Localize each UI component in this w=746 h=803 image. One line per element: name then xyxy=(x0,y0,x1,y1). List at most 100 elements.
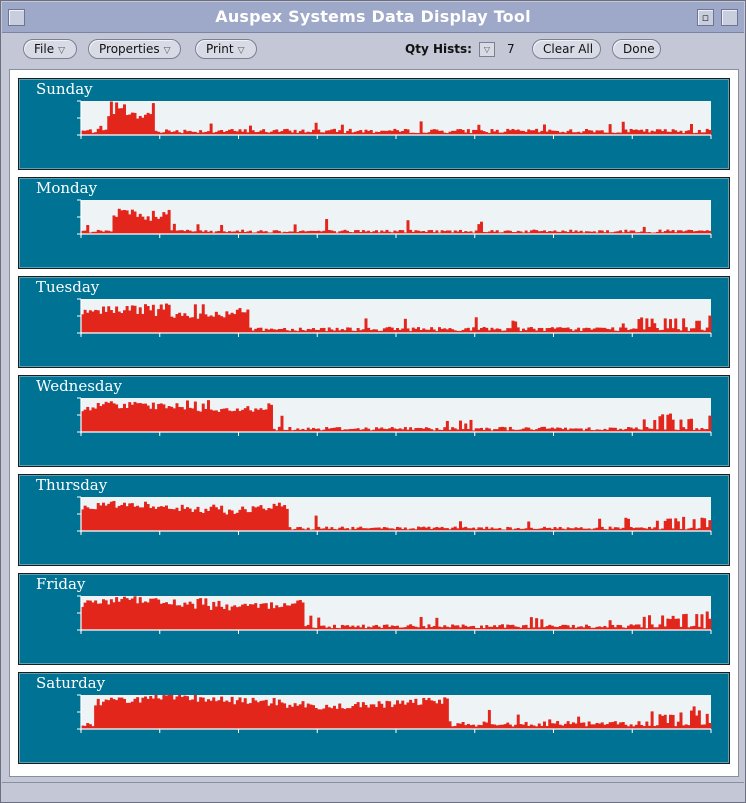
histogram-bar xyxy=(141,216,145,234)
histogram-bar xyxy=(270,703,273,729)
histogram-bar xyxy=(621,627,625,630)
histogram-bar xyxy=(272,428,276,432)
done-button[interactable]: Done xyxy=(612,39,661,59)
histogram-bar xyxy=(157,698,161,729)
histogram-panel-tuesday[interactable]: Tuesday xyxy=(18,276,730,368)
properties-menu-button[interactable]: Properties ▽ xyxy=(88,39,181,59)
histogram-bar xyxy=(577,327,581,333)
histogram-bar xyxy=(138,507,142,531)
histogram-bar xyxy=(207,510,210,531)
histogram-bar xyxy=(587,130,591,135)
histogram-bar xyxy=(629,527,633,531)
histogram-bar xyxy=(661,528,665,531)
clear-all-button[interactable]: Clear All xyxy=(532,39,601,59)
histogram-bar xyxy=(214,701,218,729)
histogram-bar xyxy=(241,702,245,729)
print-menu-button[interactable]: Print ▽ xyxy=(195,39,257,59)
histogram-bar xyxy=(312,129,315,135)
histogram-bar xyxy=(585,129,588,135)
histogram-bar xyxy=(487,626,491,630)
histogram-bar xyxy=(506,722,510,729)
histogram-panel-sunday[interactable]: Sunday xyxy=(18,78,730,170)
histogram-bar xyxy=(627,726,630,729)
title-bar[interactable]: Auspex Systems Data Display Tool ▫ xyxy=(2,2,744,33)
histogram-bar xyxy=(301,129,305,135)
histogram-bar xyxy=(703,132,707,135)
histogram-bar xyxy=(283,603,287,630)
histogram-bar xyxy=(459,330,462,333)
histogram-bar xyxy=(107,700,111,729)
histogram-bar xyxy=(692,328,696,333)
histogram-bar xyxy=(322,625,326,630)
histogram-bar xyxy=(151,304,155,333)
histogram-bar xyxy=(115,700,119,729)
histogram-bar xyxy=(346,130,350,135)
histogram-bar xyxy=(107,116,111,135)
histogram-bar xyxy=(527,327,531,333)
histogram-bar xyxy=(112,114,116,135)
histogram-panel-friday[interactable]: Friday xyxy=(18,573,730,665)
histogram-bar xyxy=(585,428,588,432)
histogram-bar xyxy=(616,527,620,531)
histogram-bar xyxy=(684,724,688,729)
histogram-bar xyxy=(372,625,376,630)
histogram-bar xyxy=(296,705,300,729)
histogram-bar xyxy=(532,429,536,432)
histogram-bar xyxy=(655,129,659,135)
histogram-bar xyxy=(304,707,308,729)
histogram-bar xyxy=(133,506,137,531)
histogram-panel-thursday[interactable]: Thursday xyxy=(18,474,730,566)
histogram-panel-saturday[interactable]: Saturday xyxy=(18,672,730,764)
histogram-bar xyxy=(277,328,281,333)
histogram-bar xyxy=(228,509,231,531)
histogram-bar xyxy=(648,428,651,432)
histogram-bar xyxy=(401,627,405,630)
minimize-button[interactable]: ▫ xyxy=(697,9,714,26)
histogram-bar xyxy=(629,329,633,333)
histogram-bar xyxy=(372,329,376,333)
window-menu-button[interactable] xyxy=(8,9,25,26)
histogram-bar xyxy=(464,231,468,234)
histogram-bar xyxy=(658,714,662,729)
histogram-bar xyxy=(298,600,302,630)
histogram-bar xyxy=(254,232,258,234)
histogram-bar xyxy=(230,312,234,333)
histogram-bar xyxy=(285,128,289,135)
day-label: Thursday xyxy=(36,476,108,494)
histogram-bar xyxy=(474,317,478,333)
histogram-bar xyxy=(388,428,392,432)
histogram-bar xyxy=(574,723,578,729)
histogram-bar xyxy=(561,528,565,531)
histogram-panel-monday[interactable]: Monday xyxy=(18,177,730,269)
histogram-bar xyxy=(225,408,229,432)
histogram-bar xyxy=(687,419,691,432)
histogram-bar xyxy=(514,626,518,630)
histogram-bar xyxy=(595,722,599,729)
histogram-bar xyxy=(409,699,413,729)
histogram-bar xyxy=(532,229,536,234)
file-menu-button[interactable]: File ▽ xyxy=(23,39,77,59)
histogram-bar xyxy=(506,328,510,333)
histogram-bar xyxy=(304,626,308,630)
histogram-bar xyxy=(346,327,350,333)
histogram-bar xyxy=(440,627,444,630)
histogram-bar xyxy=(406,529,410,531)
histogram-bar xyxy=(477,124,481,135)
histogram-bar xyxy=(193,509,197,531)
histogram-bar xyxy=(708,129,712,135)
histogram-bar xyxy=(435,129,439,135)
histogram-panel-wednesday[interactable]: Wednesday xyxy=(18,375,730,467)
histogram-bar xyxy=(396,625,399,630)
histogram-bar xyxy=(322,528,326,531)
histogram-bar xyxy=(548,428,552,432)
histogram-bar xyxy=(653,419,657,432)
histogram-bar xyxy=(393,626,397,630)
histogram-bar xyxy=(535,128,539,135)
histogram-bar xyxy=(325,331,329,333)
histogram-bar xyxy=(603,724,607,729)
histogram-bar xyxy=(482,528,486,531)
qty-hists-menu-button[interactable]: ▽ xyxy=(479,42,495,57)
maximize-button[interactable] xyxy=(721,9,738,26)
histogram-bar xyxy=(393,428,397,432)
histogram-bar xyxy=(674,130,678,135)
